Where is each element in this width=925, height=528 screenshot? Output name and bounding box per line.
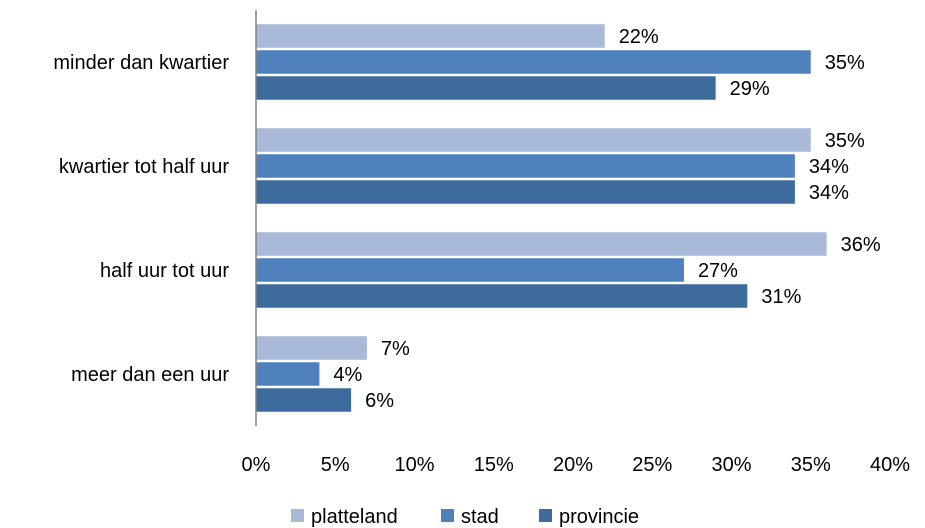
x-axis-tick-labels: 0% 5% 10% 15% 20% 25% 30% 35% 40% (242, 454, 911, 476)
bar-stad (256, 50, 811, 74)
category-label: meer dan een uur (71, 364, 229, 386)
x-tick-label: 10% (394, 454, 434, 476)
bar-provincie (256, 76, 716, 100)
x-tick-label: 30% (711, 454, 751, 476)
data-label: 29% (730, 78, 770, 100)
data-label: 27% (698, 260, 738, 282)
bar-stad (256, 154, 795, 178)
category-label: kwartier tot half uur (59, 156, 229, 178)
data-label: 31% (761, 286, 801, 308)
bar-stad (256, 258, 684, 282)
data-label: 35% (825, 130, 865, 152)
x-tick-label: 35% (791, 454, 831, 476)
x-tick-label: 5% (321, 454, 350, 476)
data-label: 35% (825, 52, 865, 74)
bar-platteland (256, 336, 367, 360)
category-label: minder dan kwartier (53, 52, 229, 74)
bar-provincie (256, 388, 352, 412)
data-label: 22% (619, 26, 659, 48)
data-label: 34% (809, 182, 849, 204)
legend-swatch-platteland (291, 509, 304, 522)
value-labels: 22% 35% 29% 35% 34% 34% 36% 27% 31% 7% 4%6% (333, 26, 880, 412)
legend-label: platteland (311, 506, 398, 528)
data-label: 4% (333, 364, 362, 386)
bar-platteland (256, 128, 811, 152)
legend-swatch-stad (441, 509, 454, 522)
bar-platteland (256, 24, 605, 48)
x-tick-label: 0% (242, 454, 271, 476)
legend-label: provincie (559, 506, 639, 528)
category-label: half uur tot uur (100, 260, 229, 282)
x-tick-label: 40% (870, 454, 910, 476)
x-tick-label: 20% (553, 454, 593, 476)
data-label: 7% (381, 338, 410, 360)
x-tick-label: 25% (632, 454, 672, 476)
bar-provincie (256, 180, 795, 204)
data-label: 6% (365, 390, 394, 412)
legend-swatch-provincie (539, 509, 552, 522)
category-labels: minder dan kwartier kwartier tot half uur… (53, 52, 229, 386)
data-label: 34% (809, 156, 849, 178)
x-tick-label: 15% (474, 454, 514, 476)
data-label: 36% (841, 234, 881, 256)
bar-provincie (256, 284, 748, 308)
legend-label: stad (461, 506, 499, 528)
bar-platteland (256, 232, 827, 256)
bar-stad (256, 362, 320, 386)
bars (256, 24, 827, 412)
legend: platteland stad provincie (291, 506, 639, 528)
